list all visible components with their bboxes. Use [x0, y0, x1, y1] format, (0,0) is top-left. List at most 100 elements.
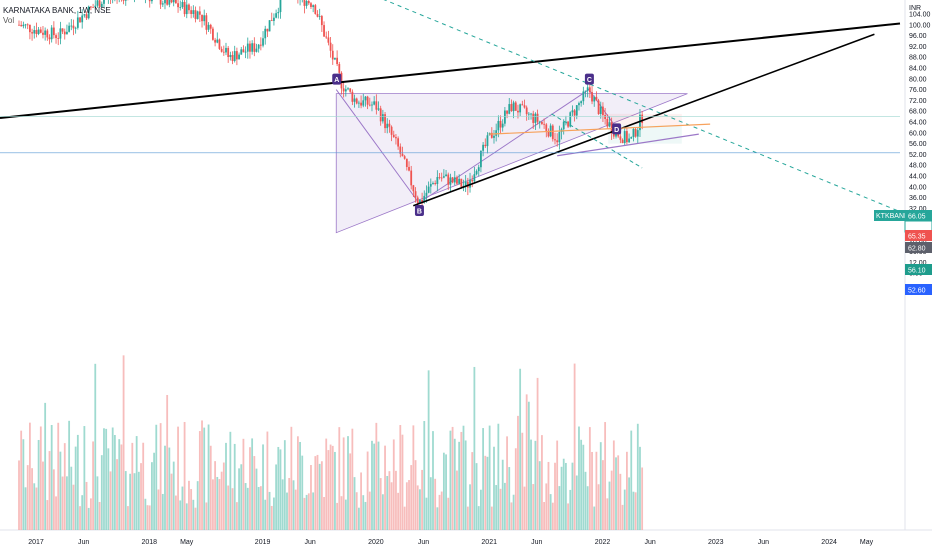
candle-body [377, 108, 380, 110]
long-trendline[interactable] [0, 22, 901, 119]
candle-body [161, 3, 164, 5]
candle-body [405, 158, 408, 167]
price-tick: 56.00 [909, 141, 927, 148]
time-tick: Jun [531, 539, 542, 546]
candle-body [508, 104, 511, 114]
volume-bar [353, 477, 356, 530]
candle-body [368, 104, 371, 106]
volume-bar [20, 430, 23, 530]
orange-line[interactable] [489, 123, 711, 135]
volume-bar [381, 494, 384, 530]
volume-bar [521, 432, 524, 530]
volume-bar [619, 473, 622, 530]
price-tag [905, 210, 932, 221]
volume-legend: Vol [3, 16, 15, 25]
purple-line[interactable] [557, 133, 699, 157]
candle-body [403, 156, 406, 159]
candle-body [438, 177, 441, 178]
candle-body [279, 0, 282, 13]
rising-support-line[interactable] [413, 33, 875, 207]
candle-body [593, 96, 596, 102]
volume-bar [362, 495, 365, 530]
volume-bar [273, 497, 275, 530]
volume-bar [541, 435, 543, 530]
volume-bar [334, 451, 336, 530]
candle-body [188, 4, 190, 11]
volume-bar [578, 426, 580, 530]
volume-bar [639, 446, 641, 530]
candle-body [194, 10, 197, 19]
price-tick: 60.00 [909, 130, 927, 137]
candle-body [445, 174, 447, 177]
volume-bar [567, 503, 569, 530]
candle-body [18, 24, 20, 26]
candle-body [349, 88, 352, 92]
volume-series [18, 355, 644, 530]
volume-bar [251, 438, 254, 530]
volume-bar [196, 481, 199, 530]
volume-bar [416, 485, 419, 530]
candle-body [31, 32, 33, 34]
volume-bar [161, 493, 164, 530]
candle-body [429, 183, 432, 187]
volume-bar [50, 424, 53, 530]
candle-body [597, 100, 600, 115]
volume-bar [48, 451, 51, 530]
time-axis[interactable]: 2017 Jun 2018 May 2019 Jun 2020 Jun 2021 Jun 2022 J… [28, 539, 873, 546]
candle-body [320, 16, 323, 26]
volume-bar [66, 476, 68, 530]
volume-bar [560, 466, 563, 530]
candle-body [436, 177, 439, 185]
candle-body [562, 121, 565, 130]
candle-body [517, 110, 519, 113]
volume-bar [131, 442, 134, 530]
volume-bar [399, 425, 402, 530]
candle-body [94, 5, 97, 8]
pivot-letter: A [334, 77, 339, 84]
price-tick: 52.00 [909, 152, 927, 159]
candle-body [81, 15, 84, 23]
candle-body [233, 51, 236, 62]
volume-bar [634, 492, 637, 530]
volume-bar [183, 421, 186, 530]
volume-bar [133, 473, 136, 530]
price-tick: 84.00 [909, 66, 927, 73]
volume-bar [39, 426, 42, 530]
candle-body [172, 0, 175, 3]
drawing-layer[interactable]: A B C D [0, 0, 932, 257]
volume-bar [198, 431, 201, 530]
volume-bar [46, 500, 49, 530]
volume-bar [519, 368, 522, 530]
volume-bar [584, 471, 587, 530]
candle-body [39, 29, 42, 33]
candle-body [490, 132, 493, 138]
volume-bar [392, 439, 395, 530]
volume-bar [310, 465, 312, 530]
candle-body [24, 24, 27, 26]
candle-body [264, 28, 267, 39]
volume-bar [510, 502, 513, 530]
candle-body [340, 72, 343, 89]
volume-bar [403, 506, 406, 530]
price-tick: 96.00 [909, 33, 927, 40]
candle-body [551, 125, 554, 140]
volume-bar [109, 471, 112, 530]
volume-bar [501, 459, 504, 530]
price-tick: 100.00 [909, 22, 931, 29]
candle-body [85, 14, 88, 19]
candle-body [390, 126, 393, 135]
volume-bar [338, 427, 341, 530]
candle-body [358, 102, 360, 104]
candle-body [83, 14, 86, 16]
pivot-label-b: B [414, 205, 424, 216]
candle-body [318, 16, 321, 17]
candle-body [521, 104, 524, 106]
volume-bar [107, 448, 110, 530]
candle-body [606, 118, 609, 127]
dashed-short-line[interactable] [551, 113, 643, 169]
volume-bar [192, 499, 195, 530]
time-tick: 2019 [255, 539, 271, 546]
volume-bar [52, 469, 55, 530]
candle-body [499, 120, 502, 128]
